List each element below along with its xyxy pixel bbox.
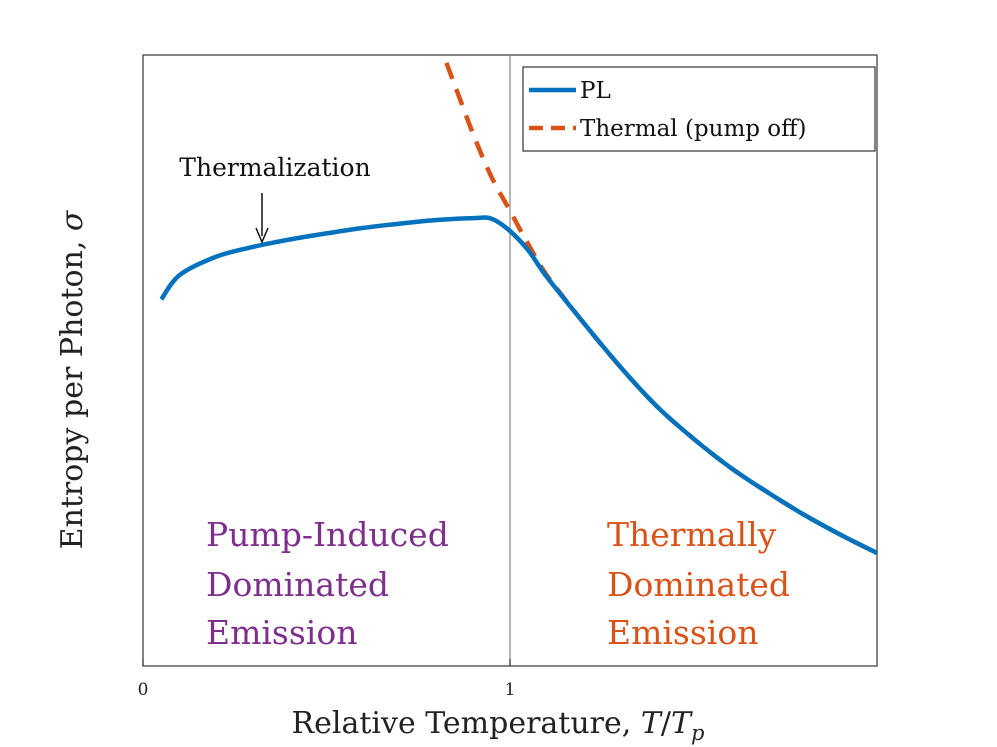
region-thermally: Thermally Dominated Emission [607, 515, 790, 652]
annotation-thermalization: Thermalization [179, 153, 370, 182]
region-pump-line-3: Emission [206, 613, 357, 652]
x-tick-label-0: 0 [138, 680, 149, 700]
region-thermal-line-3: Emission [607, 613, 758, 652]
region-thermal-line-1: Thermally [607, 515, 777, 554]
legend: PL Thermal (pump off) [522, 66, 876, 152]
region-thermal-line-2: Dominated [607, 565, 790, 604]
annotation-arrow-head [255, 227, 269, 244]
y-axis-label: Entropy per Photon, σ [55, 209, 90, 549]
region-pump-line-2: Dominated [206, 565, 389, 604]
series-pl-line [159, 215, 877, 556]
x-axis-label: Relative Temperature, T/Tp [292, 706, 705, 745]
legend-label-thermal: Thermal (pump off) [580, 116, 806, 142]
legend-label-pl: PL [580, 78, 611, 104]
x-tick-label-1: 1 [505, 680, 516, 700]
region-pump-induced: Pump-Induced Dominated Emission [206, 515, 449, 652]
legend-box [522, 66, 876, 152]
region-pump-line-1: Pump-Induced [206, 515, 449, 554]
